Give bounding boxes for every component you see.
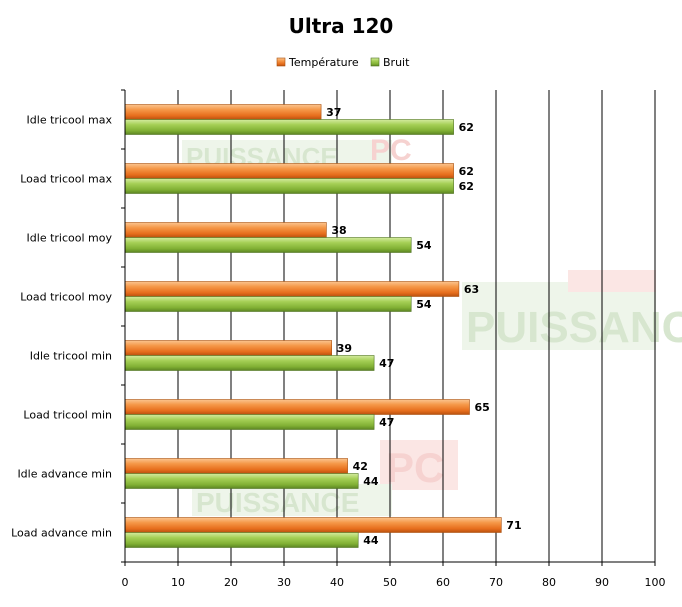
bar-temperature [124, 340, 332, 356]
legend-swatch-bruit [370, 57, 380, 67]
category-label: Idle tricool min [30, 350, 112, 363]
legend-swatch-temperature [276, 57, 286, 67]
bar-temperature [124, 222, 327, 238]
category-label: Load advance min [11, 527, 112, 540]
category-label: Load tricool moy [20, 291, 112, 304]
bar-bruit [124, 473, 359, 489]
data-label: 37 [326, 106, 341, 119]
bar-bruit [124, 178, 454, 194]
x-tick-label: 80 [542, 576, 556, 589]
bar-bruit [124, 532, 359, 548]
watermark-panel-bottom [192, 484, 392, 516]
x-tick-label: 70 [489, 576, 503, 589]
x-tick-label: 100 [645, 576, 666, 589]
data-label: 47 [379, 416, 394, 429]
bar-temperature [124, 399, 470, 415]
data-label: 62 [459, 180, 474, 193]
bar-temperature [124, 104, 322, 120]
bar-temperature [124, 517, 502, 533]
data-label: 44 [363, 534, 379, 547]
data-label: 54 [416, 239, 432, 252]
x-tick-label: 40 [330, 576, 344, 589]
x-tick-label: 90 [595, 576, 609, 589]
x-tick-label: 10 [171, 576, 185, 589]
bar-temperature [124, 163, 454, 179]
bar-temperature [124, 458, 348, 474]
data-label: 65 [475, 401, 490, 414]
legend: Température Bruit [276, 56, 410, 69]
category-label: Idle tricool max [27, 114, 113, 127]
x-tick-label: 30 [277, 576, 291, 589]
data-label: 47 [379, 357, 394, 370]
data-label: 62 [459, 121, 474, 134]
x-tick-label: 0 [122, 576, 129, 589]
axes: Idle tricool max Load tricool max Idle tri… [11, 89, 666, 589]
x-tick-label: 50 [383, 576, 397, 589]
category-label: Idle advance min [17, 468, 112, 481]
data-label: 71 [506, 519, 521, 532]
data-label: 62 [459, 165, 474, 178]
watermark-pc-top: PC [370, 134, 412, 167]
bar-temperature [124, 281, 460, 297]
legend-label-temperature: Température [288, 56, 359, 69]
x-tick-label: 20 [224, 576, 238, 589]
watermark-text-bottom: PUISSANCE [196, 487, 359, 518]
bar-bruit [124, 355, 375, 371]
category-label: Idle tricool moy [27, 232, 113, 245]
bar-bruit [124, 119, 454, 135]
data-label: 38 [331, 224, 346, 237]
data-label: 39 [337, 342, 352, 355]
data-label: 54 [416, 298, 432, 311]
x-tick-label: 60 [436, 576, 450, 589]
bars: 37 62 62 62 38 54 63 54 39 47 65 47 42 44 71 44 [124, 104, 522, 548]
legend-label-bruit: Bruit [383, 56, 410, 69]
watermark-panel-red [568, 270, 656, 292]
chart-title: Ultra 120 [289, 14, 394, 38]
watermark-pc-bottom: PC [386, 444, 444, 491]
category-label: Load tricool max [20, 173, 112, 186]
category-label: Load tricool min [23, 409, 112, 422]
data-label: 42 [353, 460, 368, 473]
data-label: 63 [464, 283, 479, 296]
bar-bruit [124, 237, 412, 253]
watermark-panel [462, 282, 656, 350]
watermark-pc-panel [380, 440, 458, 490]
bar-bruit [124, 296, 412, 312]
data-label: 44 [363, 475, 379, 488]
bar-bruit [124, 414, 375, 430]
watermark-text-large: PUISSANCE [466, 303, 682, 352]
